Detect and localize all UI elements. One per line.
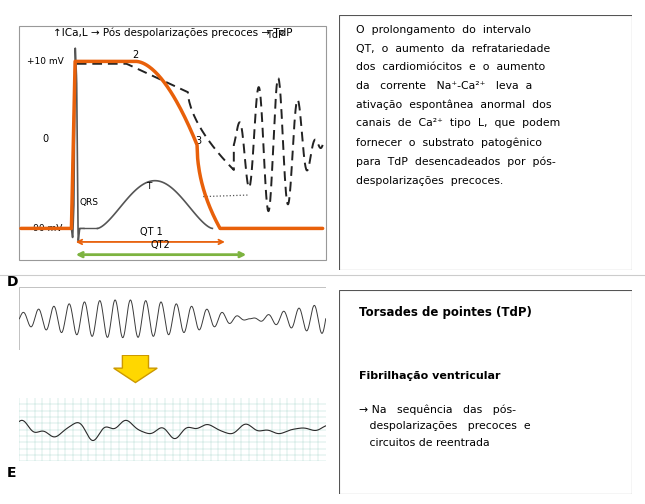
Text: ↑ICa,L → Pós despolarizações precoces → TdP: ↑ICa,L → Pós despolarizações precoces → … — [53, 27, 292, 38]
Text: Fibrilhação ventricular: Fibrilhação ventricular — [359, 371, 501, 382]
Bar — [19, 287, 326, 350]
Text: E: E — [6, 466, 16, 480]
Text: QT2: QT2 — [150, 240, 170, 250]
Text: QRS: QRS — [79, 198, 98, 207]
Text: - 90 mV: - 90 mV — [27, 224, 63, 233]
Text: Torsades de pointes (TdP): Torsades de pointes (TdP) — [359, 306, 532, 319]
Text: +10 mV: +10 mV — [27, 57, 64, 66]
FancyArrow shape — [114, 355, 157, 383]
Text: O  prolongamento  do  intervalo
QT,  o  aumento  da  refratariedade
dos  cardiom: O prolongamento do intervalo QT, o aumen… — [356, 25, 561, 185]
Text: TdP: TdP — [266, 30, 284, 40]
Text: 2: 2 — [133, 50, 139, 60]
Text: → Na   sequência   das   pós-
   despolarizações   precoces  e
   circuitos de r: → Na sequência das pós- despolarizações … — [359, 404, 531, 448]
Text: 0: 0 — [43, 134, 48, 144]
Text: 3: 3 — [195, 136, 202, 146]
Text: T: T — [146, 182, 152, 191]
Text: QT 1: QT 1 — [140, 227, 163, 237]
Text: D: D — [6, 275, 18, 289]
